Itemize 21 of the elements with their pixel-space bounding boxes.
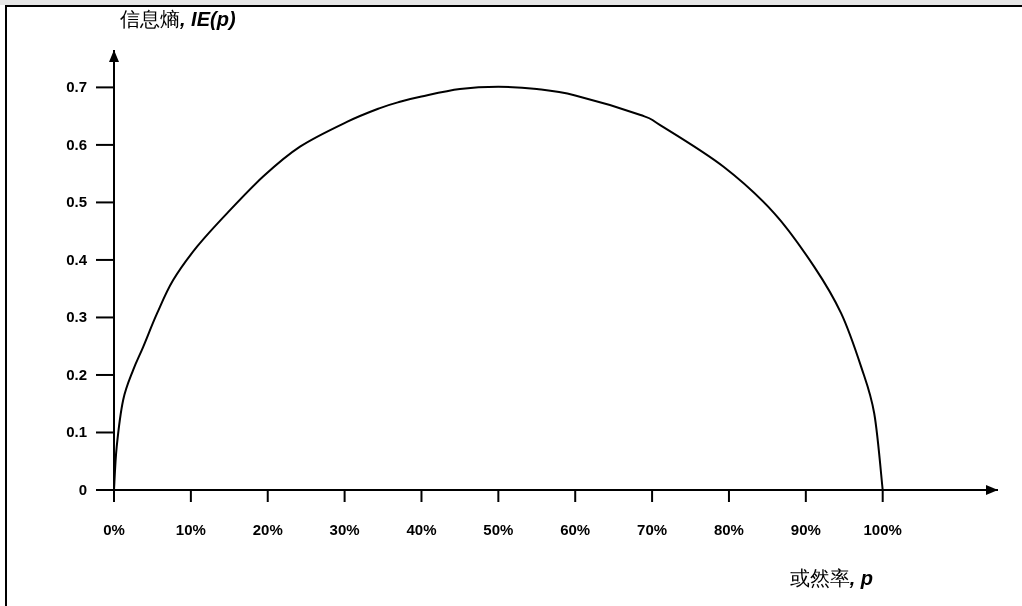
y-tick-label: 0.4 [66, 250, 88, 268]
x-axis-title: 或然率, p [789, 567, 873, 589]
x-tick-label: 0% [103, 521, 125, 538]
y-axis-title: 信息熵, IE(p) [120, 8, 236, 30]
x-tick-label: 40% [406, 521, 437, 538]
x-tick-label: 90% [790, 521, 821, 538]
x-tick-label: 50% [483, 521, 514, 538]
x-tick-label: 70% [637, 521, 668, 538]
y-tick-label: 0.2 [66, 365, 87, 383]
y-tick-label: 0.3 [66, 308, 87, 326]
y-tick-label: 0.7 [66, 78, 87, 96]
x-tick-label: 10% [175, 521, 206, 538]
y-tick-label: 0.6 [66, 135, 87, 153]
y-tick-label: 0.1 [66, 423, 87, 441]
x-tick-label: 20% [252, 521, 283, 538]
y-tick-label: 0 [78, 481, 87, 498]
x-tick-label: 30% [329, 521, 360, 538]
y-tick-label: 0.5 [66, 193, 87, 211]
x-tick-label: 100% [863, 521, 902, 538]
x-tick-label: 60% [560, 521, 591, 538]
x-tick-label: 80% [713, 521, 744, 538]
